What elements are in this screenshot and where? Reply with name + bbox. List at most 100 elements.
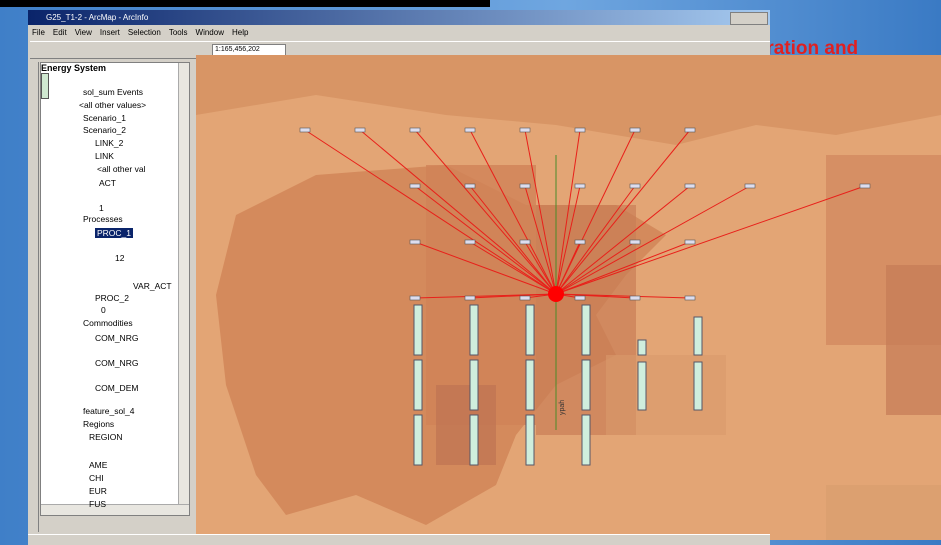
link	[469, 185, 557, 295]
table-of-contents: Energy System sol_sum Events <all other va…	[40, 62, 190, 516]
node[interactable]	[409, 239, 421, 245]
node[interactable]	[464, 295, 476, 301]
left-strip	[28, 62, 39, 532]
window-buttons[interactable]	[730, 12, 768, 25]
link	[555, 293, 691, 299]
link	[524, 241, 557, 295]
toc-item[interactable]: Regions	[83, 419, 115, 429]
process-bar	[525, 304, 535, 356]
node[interactable]	[684, 295, 696, 301]
toc-item[interactable]: PROC_1	[95, 228, 134, 238]
node[interactable]	[629, 127, 641, 133]
link	[555, 185, 636, 295]
link	[414, 185, 557, 295]
process-bar	[469, 414, 479, 466]
node[interactable]	[464, 127, 476, 133]
link	[555, 241, 581, 295]
link	[555, 129, 691, 295]
node[interactable]	[409, 183, 421, 189]
menu-item[interactable]: File	[32, 28, 45, 37]
node[interactable]	[574, 127, 586, 133]
node[interactable]	[464, 239, 476, 245]
toc-item: <all other values>	[79, 100, 147, 110]
node[interactable]	[859, 183, 871, 189]
toc-item[interactable]: Scenario_2	[83, 125, 127, 135]
scrollbar[interactable]	[178, 63, 189, 515]
node[interactable]	[629, 239, 641, 245]
node[interactable]	[354, 127, 366, 133]
node[interactable]	[299, 127, 311, 133]
node[interactable]	[684, 183, 696, 189]
process-bar	[693, 316, 703, 356]
node[interactable]	[629, 295, 641, 301]
process-bar	[413, 359, 423, 411]
region-patch	[436, 385, 496, 465]
link	[555, 185, 581, 295]
toc-item[interactable]: LINK	[95, 151, 114, 161]
node[interactable]	[464, 183, 476, 189]
toc-item[interactable]: COM_DEM	[95, 383, 139, 393]
node[interactable]	[519, 295, 531, 301]
process-bar	[413, 304, 423, 356]
process-bar	[525, 359, 535, 411]
toc-item[interactable]: LINK_2	[95, 138, 124, 148]
link	[469, 293, 557, 299]
link	[555, 185, 751, 295]
node[interactable]	[519, 183, 531, 189]
node[interactable]	[744, 183, 756, 189]
link	[555, 185, 866, 295]
node[interactable]	[684, 127, 696, 133]
node[interactable]	[519, 239, 531, 245]
link	[555, 241, 691, 295]
process-bar	[637, 339, 647, 356]
toc-item: 1	[99, 203, 104, 213]
toc-item[interactable]: feature_sol_4	[83, 406, 135, 416]
process-bar	[469, 304, 479, 356]
menu-item[interactable]: Edit	[52, 28, 67, 37]
h-scrollbar[interactable]	[41, 504, 189, 515]
map-frame: ypah	[196, 55, 941, 540]
node[interactable]	[409, 295, 421, 301]
menu-item[interactable]: Help	[231, 28, 249, 37]
node[interactable]	[409, 127, 421, 133]
node[interactable]	[574, 183, 586, 189]
toc-item[interactable]: COM_NRG	[95, 358, 139, 368]
toc-item[interactable]: PROC_2	[95, 293, 130, 303]
land-north	[196, 55, 941, 145]
link	[555, 129, 636, 295]
toc-root: Energy System	[41, 63, 107, 73]
toc-item[interactable]: sol_sum Events	[83, 87, 143, 97]
node[interactable]	[574, 239, 586, 245]
region-patch	[826, 485, 941, 540]
toc-item: <all other val	[97, 164, 146, 174]
slide-text: tration and	[760, 38, 859, 59]
menu-item[interactable]: View	[74, 28, 92, 37]
legend-bar	[41, 73, 49, 99]
toc-item: ACT	[99, 178, 116, 188]
link	[414, 241, 557, 295]
link	[555, 129, 581, 295]
menu-item[interactable]: Insert	[99, 28, 120, 37]
link	[414, 129, 557, 295]
map: ypah	[196, 55, 941, 540]
node[interactable]	[629, 183, 641, 189]
menu-item[interactable]: Selection	[127, 28, 161, 37]
toc-item[interactable]: COM_NRG	[95, 333, 139, 343]
link	[524, 129, 557, 295]
toc-item: 0	[101, 305, 106, 315]
menu-item[interactable]: Tools	[168, 28, 188, 37]
process-bar	[581, 414, 591, 466]
title-bar: G25_T1-2 - ArcMap - ArcInfo	[28, 10, 770, 25]
toc-item: VAR_ACT	[133, 281, 172, 291]
region-patch	[606, 355, 726, 435]
toc-item[interactable]: Processes	[83, 214, 123, 224]
node[interactable]	[684, 239, 696, 245]
node[interactable]	[574, 295, 586, 301]
menu-item[interactable]: Window	[195, 28, 224, 37]
toc-item[interactable]: Scenario_1	[83, 113, 127, 123]
toc-item[interactable]: Commodities	[83, 318, 133, 328]
center-node[interactable]	[548, 286, 564, 302]
toc-item: CHI	[89, 473, 104, 483]
toc-item: REGION	[89, 432, 123, 442]
node[interactable]	[519, 127, 531, 133]
